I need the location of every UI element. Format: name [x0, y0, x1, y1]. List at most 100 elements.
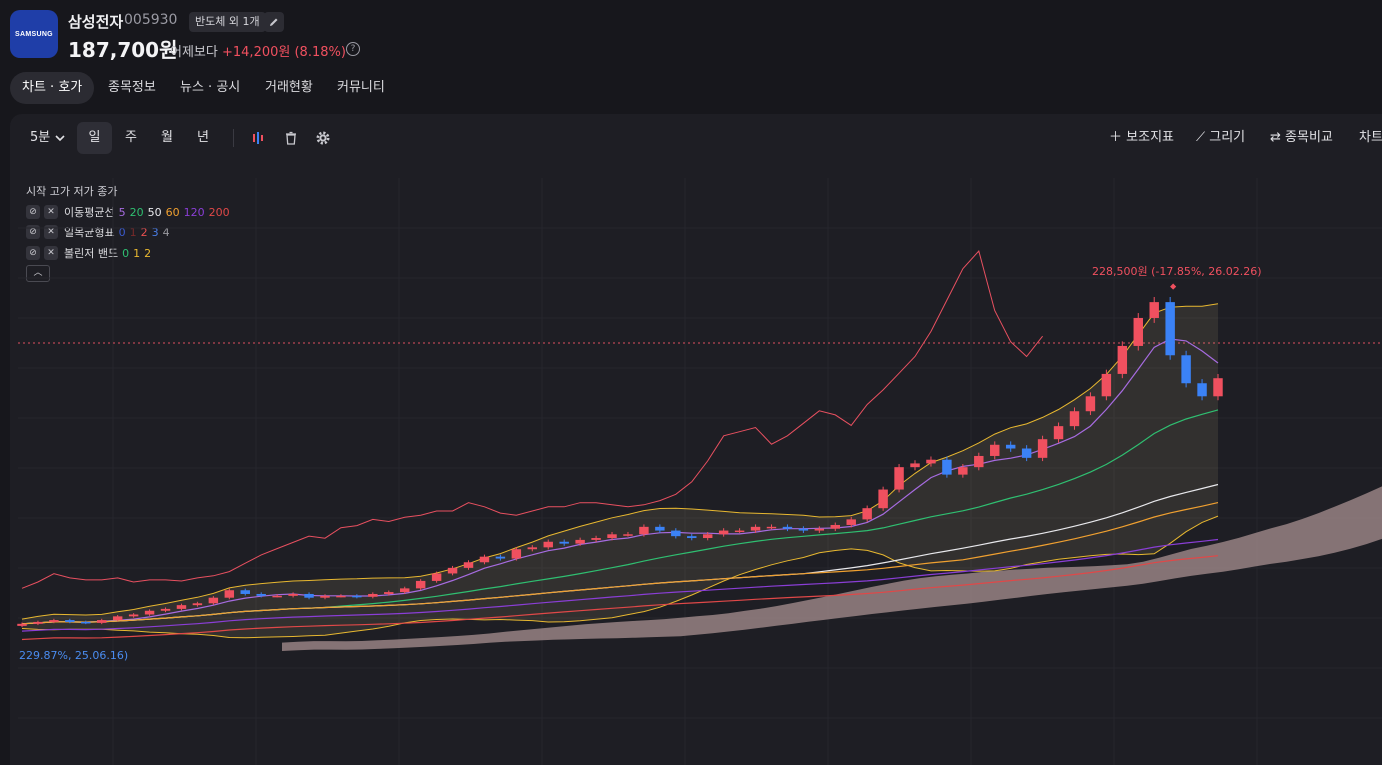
eye-off-icon[interactable]: ⊘ [26, 205, 40, 219]
ohlc-legend: 시작 고가 저가 종가 [26, 185, 118, 198]
candle-body [718, 530, 729, 535]
candle-body [1069, 411, 1080, 427]
help-icon[interactable]: ? [346, 42, 360, 56]
candle-body [1085, 396, 1096, 412]
period-week[interactable]: 주 [125, 130, 137, 145]
gear-icon[interactable] [315, 130, 331, 146]
candle-body [208, 597, 219, 604]
logo-text: SAMSUNG [15, 30, 53, 38]
tab-news[interactable]: 뉴스 · 공시 [180, 80, 241, 95]
candle-body [192, 603, 203, 606]
candle-body [128, 614, 139, 617]
high-annotation: 228,500원 (-17.85%, 26.02.26) [1092, 265, 1262, 278]
candle-body [862, 508, 872, 520]
candle-body [591, 538, 601, 540]
bollinger-param: 0 [122, 246, 130, 260]
candle-body [431, 573, 442, 581]
candle-body [17, 623, 27, 626]
ma-param: 60 [165, 205, 180, 219]
ma-legend: ⊘ ✕ 이동평균선 5 20 50 60 120 200 [26, 204, 234, 220]
ma-5-line [21, 338, 1219, 625]
candle-body [160, 608, 171, 611]
candle-body [1005, 444, 1016, 449]
eye-off-icon[interactable]: ⊘ [26, 246, 40, 260]
draw-button[interactable]: ⟋ 그리기 [1196, 122, 1245, 154]
add-indicator-label: 보조지표 [1126, 130, 1174, 145]
company-logo: SAMSUNG [10, 10, 58, 58]
candle-body [320, 595, 330, 598]
ichimoku-lagging-span [21, 249, 1043, 589]
bollinger-param: 2 [144, 246, 152, 260]
candle-body [479, 556, 490, 563]
candle-body [511, 549, 522, 559]
candle-body [782, 526, 793, 529]
interval-select[interactable]: 5분 [30, 122, 66, 154]
candle-body [798, 528, 809, 531]
candle-body [1101, 373, 1112, 397]
candle-body [814, 528, 825, 531]
candle-body [224, 590, 235, 598]
candle-body [958, 467, 968, 475]
candle-body [288, 593, 298, 596]
bollinger-band-fill [22, 303, 1218, 638]
collapse-legend-button[interactable]: ︿ [26, 265, 50, 282]
candle-body [304, 593, 314, 598]
compare-button[interactable]: ⇄ 종목비교 [1270, 122, 1333, 154]
low-annotation: 229.87%, 25.06.16) [19, 649, 128, 662]
bollinger-name: 볼린저 밴드 [64, 247, 119, 260]
candle-body [1133, 317, 1143, 346]
candle-body [990, 444, 1000, 456]
candle-body [176, 605, 187, 609]
tab-stock-info[interactable]: 종목정보 [108, 80, 156, 95]
candle-body [49, 620, 59, 622]
ichimoku-name: 일목균형표 [64, 226, 115, 239]
candle-body [846, 519, 856, 525]
candle-body [1117, 345, 1128, 374]
high-marker-icon: ⬥ [1170, 282, 1177, 292]
ma-name: 이동평균선 [64, 206, 115, 219]
tab-community[interactable]: 커뮤니티 [337, 80, 385, 95]
add-indicator-button[interactable]: ＋ 보조지표 [1109, 122, 1174, 154]
period-year[interactable]: 년 [197, 130, 209, 145]
draw-icon: ⟋ [1196, 130, 1206, 145]
period-month[interactable]: 월 [161, 130, 173, 145]
chart-settings-button[interactable]: 차트 [1359, 130, 1382, 145]
candle-body [1197, 383, 1207, 397]
period-day[interactable]: 일 [77, 122, 112, 154]
plus-icon: ＋ [1109, 130, 1123, 145]
candle-body [878, 489, 888, 509]
candle-body [33, 621, 43, 624]
trash-icon[interactable] [283, 130, 299, 146]
stock-name: 삼성전자 [68, 13, 124, 31]
tab-chart[interactable]: 차트 · 호가 [10, 72, 95, 104]
candle-body [734, 530, 745, 533]
close-icon[interactable]: ✕ [44, 205, 58, 219]
ichimoku-param: 3 [151, 225, 159, 239]
candle-body [97, 620, 107, 623]
tab-trading[interactable]: 거래현황 [265, 80, 313, 95]
edit-button[interactable] [264, 12, 284, 32]
candle-body [894, 467, 904, 490]
close-icon[interactable]: ✕ [44, 246, 58, 260]
ma-param: 50 [147, 205, 162, 219]
candle-body [463, 562, 474, 568]
interval-label: 5분 [30, 130, 51, 145]
candle-body [336, 595, 346, 598]
change-label: 어제보다 [170, 45, 218, 60]
ma-params: 5 20 50 60 120 200 [119, 206, 234, 219]
price-change: +14,200원 (8.18%) [222, 45, 346, 60]
candle-body [447, 567, 458, 574]
candle-type-icon[interactable] [250, 130, 266, 146]
ma-60-line [21, 502, 1219, 625]
chevron-down-icon [55, 134, 65, 141]
candle-body [671, 530, 681, 537]
candle-body [974, 455, 984, 468]
candle-body [65, 620, 75, 622]
pencil-icon [270, 18, 278, 26]
ma-param: 20 [129, 205, 144, 219]
candle-body [272, 595, 282, 598]
sector-tag[interactable]: 반도체 외 1개 [189, 12, 266, 32]
